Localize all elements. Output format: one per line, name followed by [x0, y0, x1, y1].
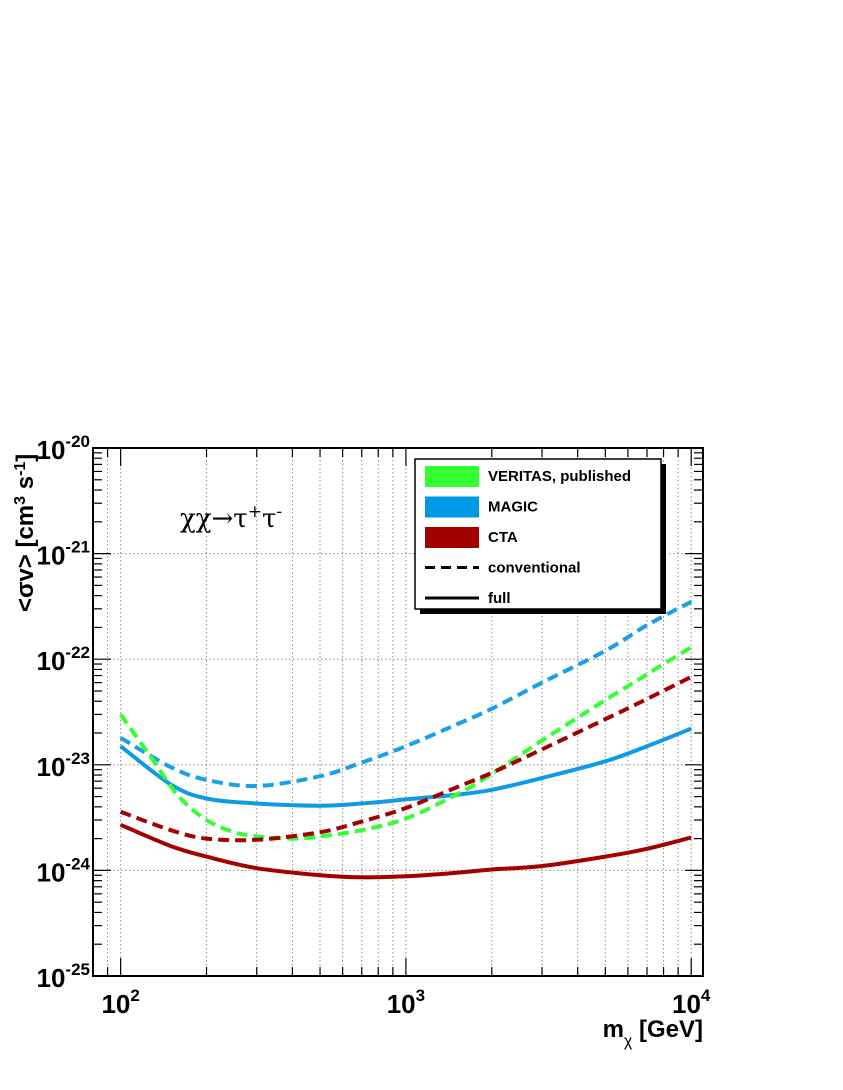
- grid-lines: [92, 448, 703, 977]
- y-tick-label-exp: -20: [65, 432, 90, 451]
- legend-swatch: [425, 466, 479, 487]
- legend-label: MAGIC: [488, 499, 538, 516]
- annotation-base: χχ→τ: [180, 504, 248, 534]
- y-tick-label: 10-22: [37, 643, 91, 676]
- x-tick-label: 103: [387, 986, 425, 1019]
- y-axis-title-sup1: 3: [12, 496, 29, 505]
- legend-swatch: [425, 496, 479, 518]
- y-axis-title-prefix: <σv> [cm: [12, 505, 39, 612]
- axis-ticks: [92, 448, 703, 977]
- plot-frame: [92, 447, 704, 977]
- y-tick-label-base: 10: [37, 963, 66, 993]
- series-lines: [118, 599, 693, 880]
- y-tick-label-exp: -22: [65, 643, 90, 662]
- x-tick-label-base: 10: [101, 989, 130, 1019]
- x-tick-label: 102: [101, 986, 139, 1019]
- legend: VERITAS, published MAGIC CTA conventional fu…: [414, 458, 666, 614]
- legend-items: VERITAS, published MAGIC CTA conventional fu…: [425, 466, 631, 607]
- series-line-magic-solid: [119, 726, 692, 808]
- legend-label: CTA: [488, 529, 518, 546]
- process-annotation: χχ→τ+τ-: [180, 502, 282, 534]
- y-tick-label: 10-25: [37, 960, 91, 993]
- annotation-sup1: +: [248, 502, 262, 522]
- x-axis-title-unit: [GeV]: [632, 1016, 703, 1043]
- y-axis-title-sup2: -1: [12, 462, 29, 476]
- x-tick-label: 104: [672, 986, 711, 1019]
- legend-swatch: [425, 527, 479, 548]
- x-tick-label-exp: 3: [416, 986, 425, 1005]
- annotation-sup2: -: [276, 502, 282, 522]
- y-tick-label: 10-23: [37, 749, 91, 782]
- series-line-veritas-published-dashed: [118, 645, 693, 841]
- y-tick-label-exp: -25: [65, 960, 90, 979]
- x-tick-label-exp: 2: [130, 986, 139, 1005]
- series-line-cta-dashed: [119, 675, 693, 843]
- y-axis-title-suffix: ]: [12, 454, 39, 462]
- y-tick-label-exp: -23: [65, 749, 90, 768]
- legend-label: full: [488, 590, 511, 607]
- legend-label: VERITAS, published: [488, 468, 631, 485]
- x-tick-label-exp: 4: [701, 986, 711, 1005]
- annotation-mid: τ: [262, 504, 276, 534]
- y-tick-label-exp: -24: [65, 854, 90, 873]
- y-tick-label-exp: -21: [65, 538, 90, 557]
- y-tick-label-base: 10: [37, 435, 66, 465]
- x-axis-title: mχ [GeV]: [603, 1016, 703, 1050]
- y-tick-label-base: 10: [37, 646, 66, 676]
- y-tick-label-base: 10: [37, 541, 66, 571]
- y-tick-label-base: 10: [37, 752, 66, 782]
- x-axis-title-sub: χ: [624, 1033, 633, 1050]
- x-tick-label-base: 10: [387, 989, 416, 1019]
- legend-label: conventional: [488, 560, 581, 577]
- series-line-cta-solid: [119, 822, 692, 880]
- y-tick-label: 10-21: [37, 538, 91, 571]
- y-tick-label-base: 10: [37, 857, 66, 887]
- x-tick-label-base: 10: [672, 989, 701, 1019]
- y-tick-label: 10-20: [37, 432, 91, 465]
- y-axis-title-mid: s: [12, 476, 39, 496]
- y-axis-title: <σv> [cm3 s-1]: [12, 454, 40, 612]
- x-axis-title-main: m: [603, 1016, 624, 1043]
- y-tick-label: 10-24: [37, 854, 91, 887]
